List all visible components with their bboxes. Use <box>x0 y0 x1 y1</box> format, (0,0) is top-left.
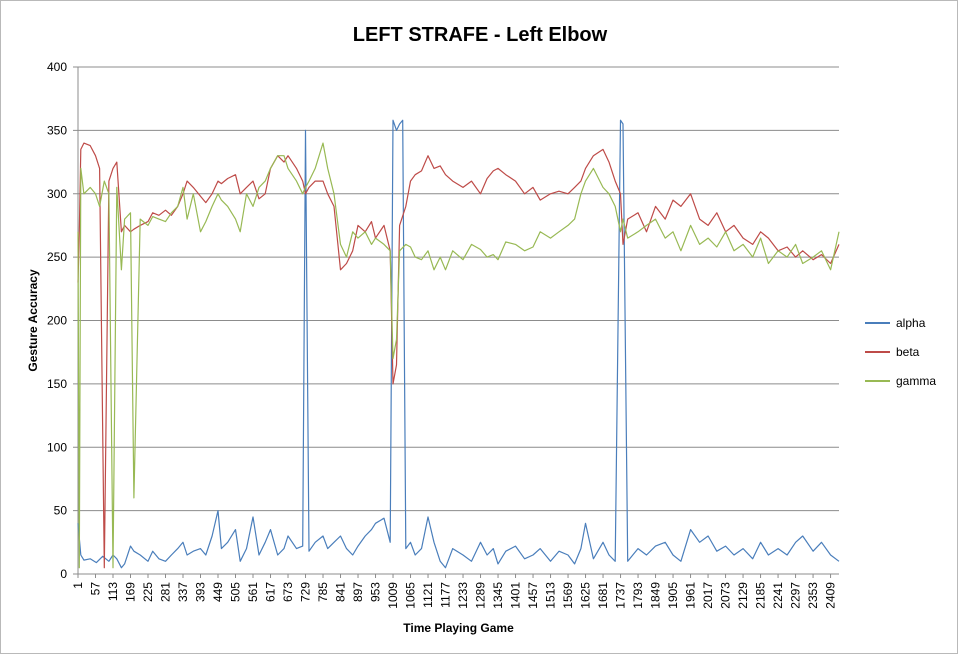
x-tick-label: 1457 <box>526 582 540 609</box>
x-tick-label: 785 <box>316 582 330 602</box>
x-tick-label: 1793 <box>631 582 645 609</box>
x-tick-label: 953 <box>369 582 383 602</box>
x-tick-label: 2185 <box>754 582 768 609</box>
x-tick-label: 2241 <box>771 582 785 609</box>
x-tick-label: 1737 <box>614 582 628 609</box>
x-tick-label: 897 <box>351 582 365 602</box>
series-line-gamma <box>77 142 840 569</box>
x-tick-label: 1177 <box>439 582 453 608</box>
legend: alpha beta gamma <box>865 316 936 388</box>
y-tick-labels: 0 50 100 150 200 250 300 350 400 <box>47 60 67 581</box>
x-tick-label: 505 <box>229 582 243 602</box>
y-tick-label: 350 <box>47 123 67 137</box>
y-tick-label: 250 <box>47 250 67 264</box>
x-tick-label: 2017 <box>701 582 715 609</box>
x-tick-label: 1905 <box>666 582 680 609</box>
series-lines <box>77 119 840 569</box>
x-tick-label: 337 <box>176 582 190 602</box>
x-tick-label: 1961 <box>684 582 698 609</box>
x-tick-labels: 1 57 113 169 225 281 337 393 449 505 561 617 673 729 7… <box>71 582 838 609</box>
x-tick-label: 1513 <box>544 582 558 609</box>
x-tick-label: 1233 <box>456 582 470 609</box>
x-axis-title: Time Playing Game <box>403 621 514 635</box>
series-line-beta <box>77 142 840 569</box>
x-tick-label: 617 <box>264 582 278 602</box>
x-tick-label: 1345 <box>491 582 505 609</box>
x-tick-label: 2073 <box>719 582 733 609</box>
x-tick-label: 2297 <box>789 582 803 609</box>
x-tick-label: 2129 <box>736 582 750 609</box>
series-line-alpha <box>77 119 840 569</box>
y-axis-title: Gesture Accuracy <box>26 269 40 372</box>
y-tick-label: 150 <box>47 377 67 391</box>
x-tick-label: 2409 <box>824 582 838 609</box>
y-tick-label: 100 <box>47 440 67 454</box>
x-tick-label: 57 <box>89 582 103 596</box>
x-tick-label: 225 <box>141 582 155 602</box>
x-tick-label: 113 <box>106 582 120 601</box>
x-tick-label: 449 <box>211 582 225 602</box>
legend-label-gamma: gamma <box>896 374 936 388</box>
x-tick-label: 1065 <box>404 582 418 609</box>
x-tick-label: 673 <box>281 582 295 602</box>
x-tick-label: 393 <box>194 582 208 602</box>
x-tick-label: 1 <box>71 582 85 589</box>
y-tick-label: 300 <box>47 187 67 201</box>
legend-label-alpha: alpha <box>896 316 926 330</box>
x-tick-label: 2353 <box>806 582 820 609</box>
x-tick-label: 1121 <box>421 582 435 608</box>
y-tick-label: 50 <box>54 504 68 518</box>
x-tick-label: 841 <box>334 582 348 602</box>
chart-title: LEFT STRAFE - Left Elbow <box>353 24 608 46</box>
x-tick-label: 561 <box>246 582 260 602</box>
axes <box>73 66 839 578</box>
x-tick-label: 1569 <box>561 582 575 609</box>
y-tick-label: 0 <box>60 567 67 581</box>
x-tick-label: 281 <box>159 582 173 602</box>
x-tick-label: 1009 <box>386 582 400 609</box>
x-tick-label: 169 <box>124 582 138 602</box>
y-tick-label: 200 <box>47 314 67 328</box>
x-tick-label: 1849 <box>649 582 663 609</box>
gridlines <box>78 66 839 512</box>
x-tick-label: 1681 <box>596 582 610 609</box>
x-tick-label: 729 <box>299 582 313 602</box>
x-tick-label: 1625 <box>579 582 593 609</box>
legend-label-beta: beta <box>896 345 920 359</box>
y-tick-label: 400 <box>47 60 67 74</box>
x-tick-label: 1289 <box>474 582 488 609</box>
x-tick-label: 1401 <box>509 582 523 609</box>
